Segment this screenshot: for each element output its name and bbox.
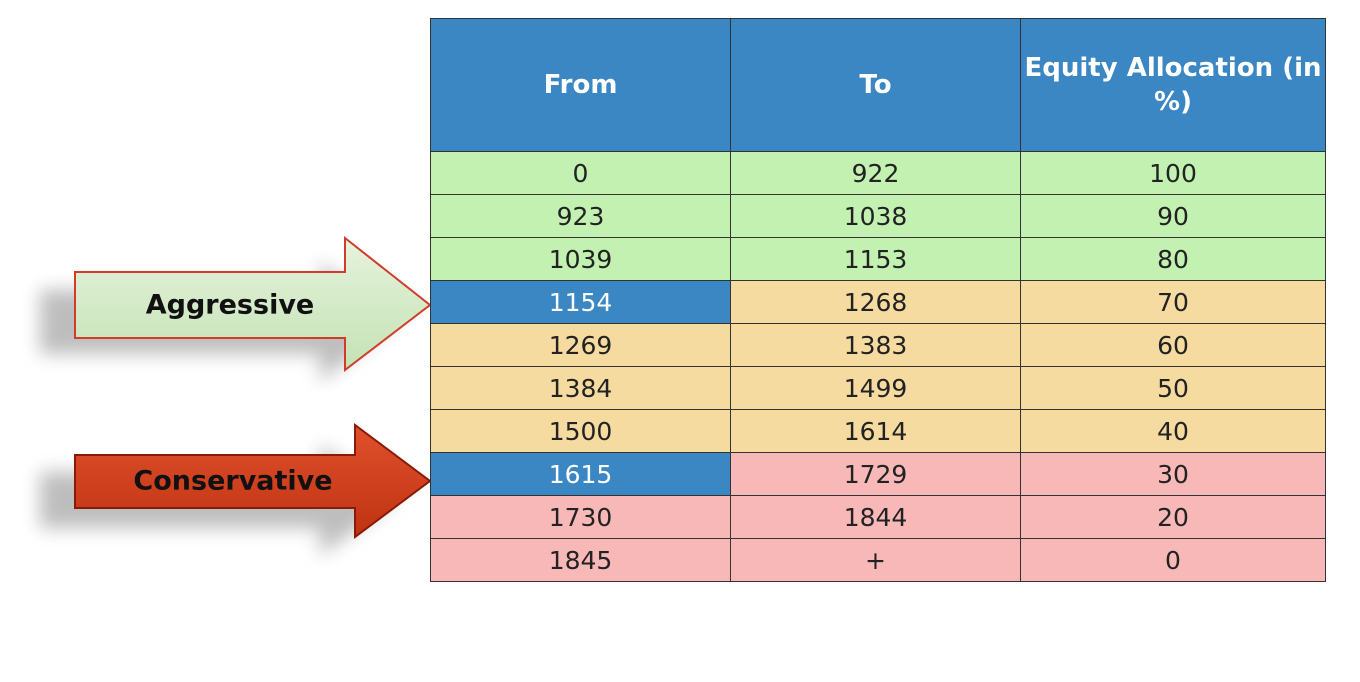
- table-cell: 1730: [430, 495, 731, 539]
- table-cell: 0: [1020, 538, 1326, 582]
- table-row: 1730 1844 20: [430, 495, 1326, 539]
- header-row: From To Equity Allocation (in %): [430, 18, 1326, 152]
- aggressive-arrow: Aggressive: [40, 235, 430, 382]
- table-cell: 1153: [730, 237, 1021, 281]
- arrow-label: Aggressive: [146, 290, 315, 321]
- header-cell: To: [730, 18, 1021, 152]
- arrows: Aggressive Conservative: [40, 235, 430, 556]
- header-cell: Equity Allocation (in %): [1020, 18, 1326, 152]
- table-cell: 1500: [430, 409, 731, 453]
- table-cell: 1039: [430, 237, 731, 281]
- table-body: 0 922 100 923 1038 90 1039 1153 80 1154 1268 70 1269…: [430, 151, 1326, 582]
- table-row: 1500 1614 40: [430, 409, 1326, 453]
- table-row: 0 922 100: [430, 151, 1326, 195]
- table-cell: 923: [430, 194, 731, 238]
- table-cell: 1615: [430, 452, 731, 496]
- table-cell: 90: [1020, 194, 1326, 238]
- table-cell: 50: [1020, 366, 1326, 410]
- table-row: 1615 1729 30: [430, 452, 1326, 496]
- table-cell: 1269: [430, 323, 731, 367]
- table-row: 1384 1499 50: [430, 366, 1326, 410]
- header-cell: From: [430, 18, 731, 152]
- table-cell: 70: [1020, 280, 1326, 324]
- table-cell: 1844: [730, 495, 1021, 539]
- arrow-label: Conservative: [133, 466, 332, 497]
- table-row: 923 1038 90: [430, 194, 1326, 238]
- table-row: 1845 +0: [430, 538, 1326, 582]
- table-cell: 1383: [730, 323, 1021, 367]
- table-cell: 20: [1020, 495, 1326, 539]
- table-cell: 1614: [730, 409, 1021, 453]
- table-cell: 80: [1020, 237, 1326, 281]
- table-cell: 922: [730, 151, 1021, 195]
- conservative-arrow: Conservative: [40, 423, 430, 556]
- table-cell: 1499: [730, 366, 1021, 410]
- table-cell: 1268: [730, 280, 1021, 324]
- table-cell: 40: [1020, 409, 1326, 453]
- table-cell: 30: [1020, 452, 1326, 496]
- table-cell: 1729: [730, 452, 1021, 496]
- allocation-table: From To Equity Allocation (in %) 0 922 100 92…: [430, 18, 1326, 582]
- table-cell: 1154: [430, 280, 731, 324]
- table-cell: 100: [1020, 151, 1326, 195]
- table-cell: 0: [430, 151, 731, 195]
- table-header: From To Equity Allocation (in %): [430, 18, 1326, 152]
- table-cell: +: [730, 538, 1021, 582]
- table-cell: 1384: [430, 366, 731, 410]
- table-cell: 60: [1020, 323, 1326, 367]
- table-row: 1269 1383 60: [430, 323, 1326, 367]
- table-cell: 1038: [730, 194, 1021, 238]
- table-row: 1154 1268 70: [430, 280, 1326, 324]
- table-cell: 1845: [430, 538, 731, 582]
- table-row: 1039 1153 80: [430, 237, 1326, 281]
